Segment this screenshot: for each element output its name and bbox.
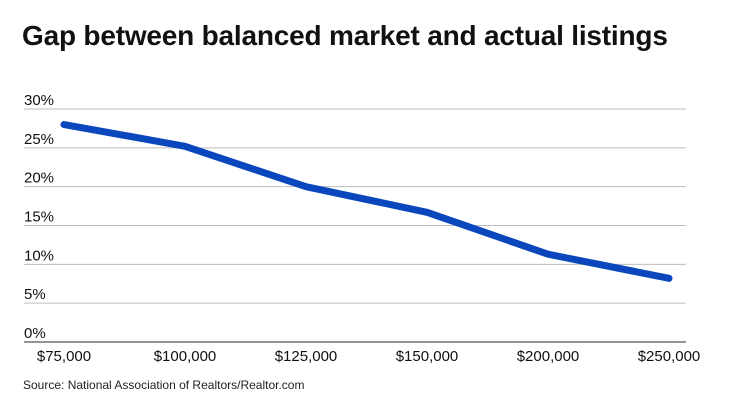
x-tick-label: $200,000 (517, 348, 580, 365)
x-tick-label: $75,000 (37, 348, 91, 365)
y-tick-label: 30% (24, 92, 54, 109)
chart-title: Gap between balanced market and actual l… (22, 20, 668, 51)
y-axis-tick-labels: 0% 5% 10% 15% 20% 25% 30% (24, 92, 54, 342)
x-tick-label: $150,000 (396, 348, 459, 365)
y-tick-label: 25% (24, 131, 54, 148)
y-tick-label: 10% (24, 247, 54, 264)
x-axis-tick-labels: $75,000 $100,000 $125,000 $150,000 $200,000 $… (37, 348, 700, 365)
x-tick-label: $125,000 (275, 348, 338, 365)
gridlines (24, 108, 686, 343)
y-tick-label: 20% (24, 170, 54, 187)
y-tick-label: 0% (24, 325, 46, 342)
x-tick-label: $250,000 (638, 348, 701, 365)
source-note: Source: National Association of Realtors… (23, 378, 305, 392)
y-tick-label: 15% (24, 209, 54, 226)
x-tick-label: $100,000 (154, 348, 217, 365)
y-tick-label: 5% (24, 286, 46, 303)
series-line-0 (60, 121, 673, 282)
data-series (60, 121, 673, 282)
